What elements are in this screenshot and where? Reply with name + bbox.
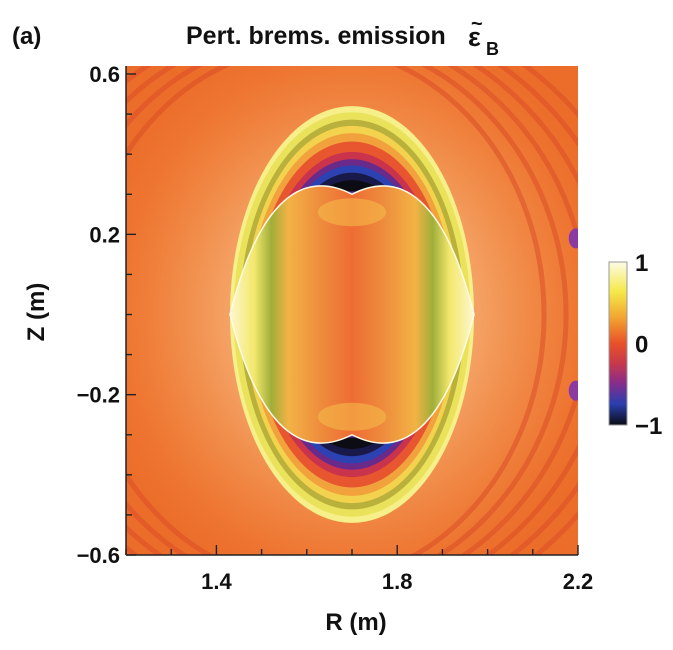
axes: 0.6 0.2 −0.2 −0.6 1.4 1.8 2.2 [77, 62, 594, 594]
inner-lens [229, 185, 475, 444]
lens-lower-band [317, 402, 387, 431]
edge-ripples [126, 66, 578, 555]
x-tick-label: 2.2 [563, 569, 594, 594]
panel-label: (a) [12, 23, 41, 50]
x-tick-label: 1.8 [382, 569, 413, 594]
y-tick-label: −0.6 [77, 543, 120, 568]
colorbar-tick-label: −1 [635, 413, 662, 440]
title-symbol-subscript: B [486, 39, 499, 59]
colorbar-tick-label: 0 [635, 332, 648, 359]
y-tick-label: 0.6 [89, 62, 120, 87]
title-text: Pert. brems. emission [186, 22, 446, 50]
title-symbol: ε [468, 22, 481, 52]
lens-upper-band [317, 198, 387, 227]
edge-spot-lower [568, 380, 578, 401]
ripple-ring [126, 66, 569, 555]
edge-spot-upper [568, 228, 578, 249]
heatmap-plot [126, 66, 578, 555]
x-axis-label: R (m) [325, 609, 386, 636]
title-symbol-accent: ~ [471, 13, 483, 35]
y-axis-label: Z (m) [23, 283, 50, 342]
x-tick-label: 1.4 [201, 569, 232, 594]
colorbar: 1 0 −1 [608, 250, 662, 440]
y-tick-label: −0.2 [77, 383, 120, 408]
chart-title: Pert. brems. emission ~ ε B [186, 13, 499, 59]
colorbar-tick-label: 1 [635, 250, 648, 277]
y-tick-label: 0.2 [89, 222, 120, 247]
colorbar-gradient [608, 261, 628, 426]
ripple-ring [126, 66, 547, 555]
